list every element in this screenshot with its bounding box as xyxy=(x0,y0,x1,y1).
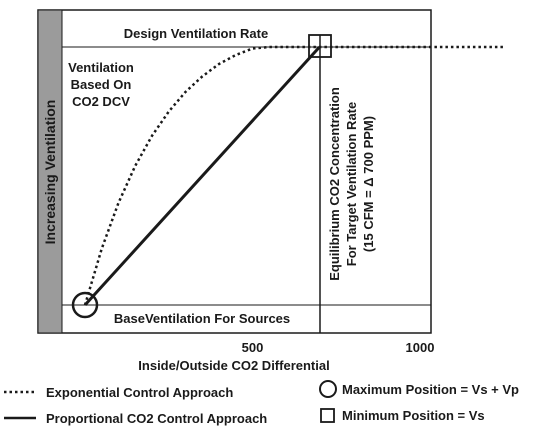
equilibrium-label-3: (15 CFM = Δ 700 PPM) xyxy=(361,116,376,252)
legend-minimum-swatch xyxy=(320,408,335,423)
y-axis-label: Increasing Ventilation xyxy=(42,100,58,245)
legend: Exponential Control Approach Proportiona… xyxy=(4,380,519,426)
dcv-label-2: Based On xyxy=(71,77,132,92)
legend-proportional-label: Proportional CO2 Control Approach xyxy=(46,411,267,426)
x-tick-label: 1000 xyxy=(406,340,435,355)
y-axis-band xyxy=(37,9,63,334)
x-axis-label: Inside/Outside CO2 Differential xyxy=(138,358,329,373)
proportional-series-line xyxy=(83,45,321,307)
x-tick-label: 500 xyxy=(242,340,264,355)
dcv-label-1: Ventilation xyxy=(68,60,134,75)
design-rate-label: Design Ventilation Rate xyxy=(124,26,268,41)
maximum-position-marker xyxy=(71,291,99,319)
exponential-series-line xyxy=(83,45,504,306)
base-rate-label: BaseVentilation For Sources xyxy=(114,311,290,326)
equilibrium-label-1: Equilibrium CO2 Concentration xyxy=(327,87,342,281)
dcv-label-3: CO2 DCV xyxy=(72,94,130,109)
legend-maximum-swatch xyxy=(319,380,337,398)
legend-maximum-label: Maximum Position = Vs + Vp xyxy=(342,382,519,397)
legend-exponential-label: Exponential Control Approach xyxy=(46,385,233,400)
minimum-position-marker xyxy=(308,34,332,58)
legend-minimum-label: Minimum Position = Vs xyxy=(342,408,485,423)
equilibrium-label-2: For Target Ventilation Rate xyxy=(344,102,359,266)
series-layer xyxy=(83,45,504,307)
